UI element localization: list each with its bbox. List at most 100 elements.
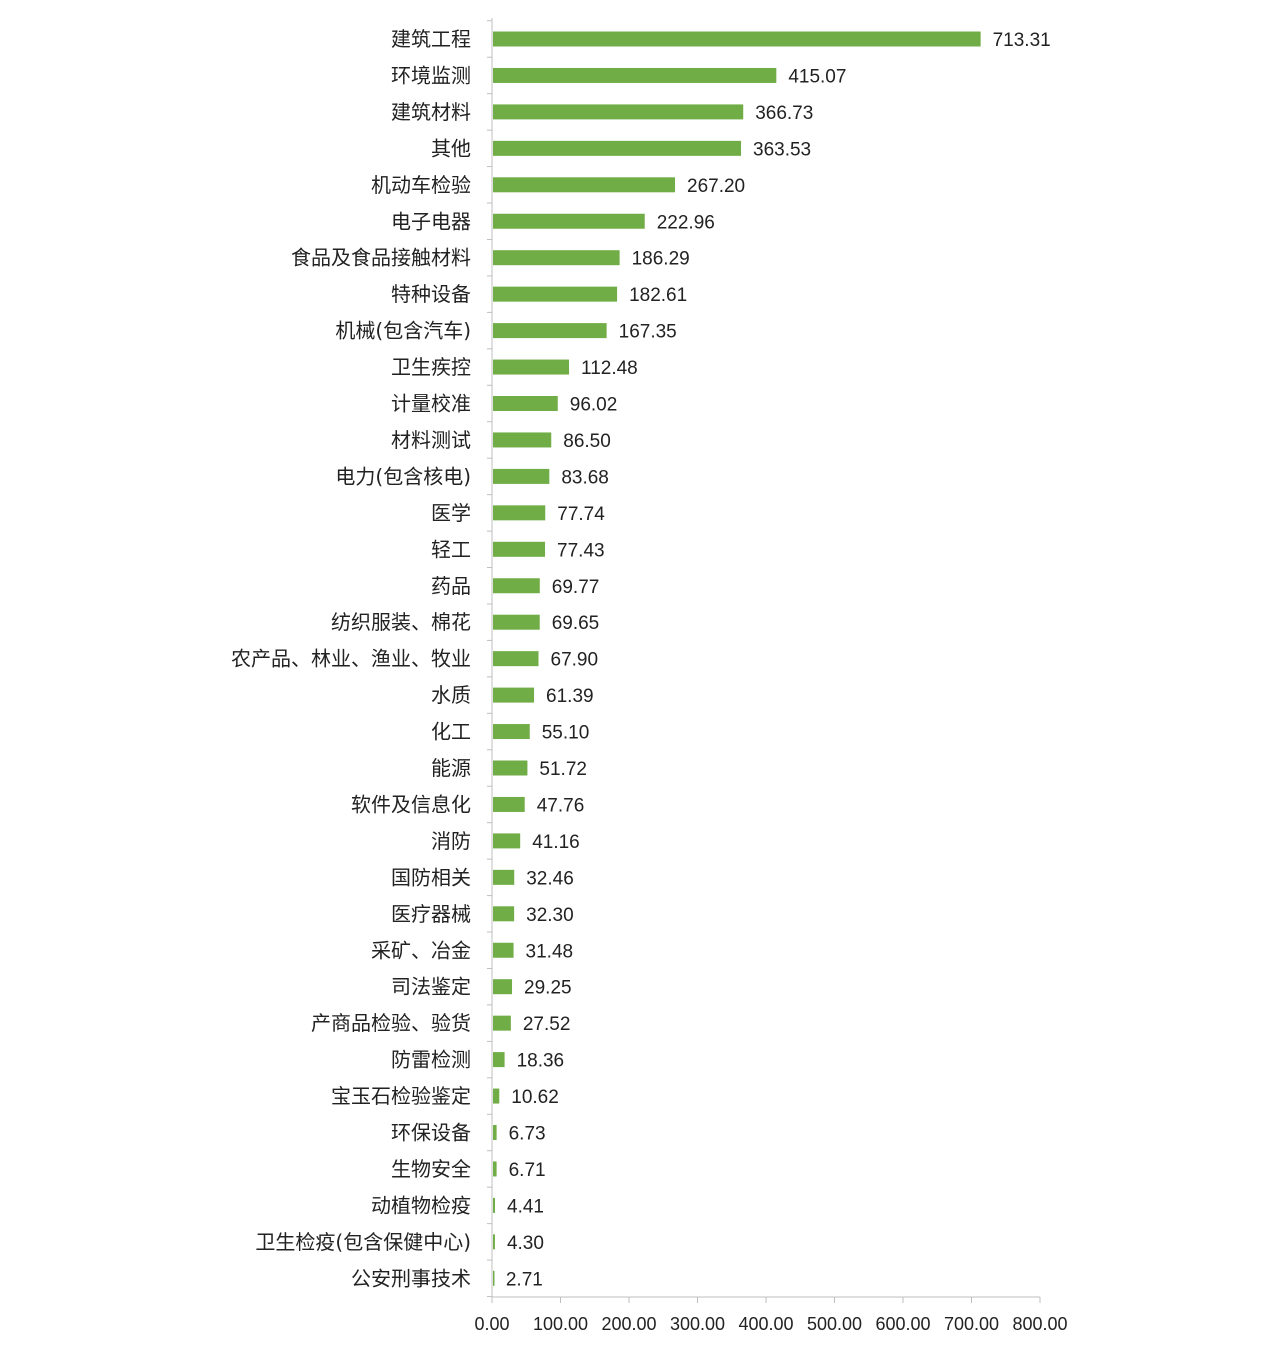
category-label: 宝玉石检验鉴定 — [331, 1084, 471, 1108]
bar — [493, 1234, 495, 1250]
category-label: 消防 — [431, 829, 471, 853]
bar — [493, 432, 552, 448]
data-label: 96.02 — [570, 395, 618, 416]
category-label: 公安刑事技术 — [351, 1266, 471, 1290]
category-label: 机动车检验 — [371, 173, 471, 197]
category-label: 农产品、林业、渔业、牧业 — [231, 647, 471, 671]
bar — [493, 614, 540, 630]
axes-group: 0.00 100.00 200.00 300.00 400.00 500.00 600.00… — [474, 18, 1068, 1334]
data-label: 31.48 — [526, 941, 574, 962]
data-label: 69.77 — [552, 577, 600, 598]
data-label: 415.07 — [788, 66, 846, 87]
x-tick-label: 700.00 — [944, 1314, 999, 1334]
category-label: 环保设备 — [391, 1121, 471, 1145]
bar — [493, 760, 528, 776]
value-labels-group: 713.31 415.07 366.73 363.53 267.20 222.96 186.… — [506, 30, 1051, 1290]
data-label: 10.62 — [511, 1087, 559, 1108]
category-label: 电力(包含核电) — [335, 464, 471, 488]
category-label: 化工 — [431, 720, 471, 744]
data-label: 29.25 — [524, 978, 572, 999]
bar — [493, 1161, 497, 1177]
data-label: 18.36 — [517, 1051, 565, 1072]
bar — [493, 541, 546, 557]
data-label: 86.50 — [563, 431, 611, 452]
data-label: 112.48 — [581, 358, 638, 379]
data-label: 51.72 — [539, 759, 587, 780]
data-label: 182.61 — [629, 285, 687, 306]
category-label: 其他 — [431, 136, 471, 160]
category-label: 药品 — [431, 574, 471, 598]
category-label: 采矿、冶金 — [371, 938, 471, 962]
category-label: 建筑工程 — [391, 27, 471, 51]
bar — [493, 31, 981, 47]
data-label: 27.52 — [523, 1014, 571, 1035]
data-label: 32.30 — [526, 905, 574, 926]
bar — [493, 468, 550, 484]
x-tick-label: 100.00 — [533, 1314, 588, 1334]
bars-group — [493, 31, 981, 1286]
category-label: 材料测试 — [391, 428, 471, 452]
bar — [493, 140, 742, 156]
data-label: 366.73 — [755, 103, 813, 124]
category-label: 卫生疾控 — [391, 355, 471, 379]
x-tick-label: 0.00 — [474, 1314, 509, 1334]
bar — [493, 979, 513, 995]
category-label: 轻工 — [431, 537, 471, 561]
bar — [493, 250, 620, 266]
bar — [493, 796, 525, 812]
data-label: 67.90 — [551, 650, 599, 671]
data-label: 4.30 — [507, 1233, 544, 1254]
data-label: 47.76 — [537, 795, 585, 816]
category-label: 水质 — [431, 683, 471, 707]
category-label: 司法鉴定 — [391, 975, 471, 999]
data-label: 32.46 — [526, 868, 574, 889]
data-label: 77.43 — [557, 540, 605, 561]
bar — [493, 286, 618, 302]
bar — [493, 833, 521, 849]
category-label: 建筑材料 — [391, 100, 471, 124]
x-tick-label: 300.00 — [670, 1314, 725, 1334]
data-label: 363.53 — [753, 139, 811, 160]
x-tick-label: 200.00 — [601, 1314, 656, 1334]
category-labels-group: 建筑工程环境监测建筑材料其他机动车检验电子电器食品及食品接触材料特种设备机械(包… — [231, 27, 471, 1290]
data-label: 2.71 — [506, 1269, 543, 1290]
data-label: 713.31 — [993, 30, 1051, 51]
data-label: 41.16 — [532, 832, 580, 853]
bar — [493, 323, 607, 339]
data-label: 55.10 — [542, 723, 590, 744]
bar — [493, 687, 535, 703]
x-tick-label: 600.00 — [875, 1314, 930, 1334]
category-label: 能源 — [431, 756, 471, 780]
x-tick-label: 500.00 — [807, 1314, 862, 1334]
bar — [493, 359, 570, 375]
data-label: 6.73 — [509, 1124, 546, 1145]
data-label: 6.71 — [509, 1160, 546, 1181]
bar — [493, 906, 515, 922]
x-tick-label: 400.00 — [738, 1314, 793, 1334]
x-tick-label: 800.00 — [1012, 1314, 1067, 1334]
category-label: 环境监测 — [391, 63, 471, 87]
bar — [493, 213, 645, 229]
bar — [493, 942, 514, 958]
category-label: 防雷检测 — [391, 1048, 471, 1072]
data-label: 167.35 — [619, 322, 677, 343]
category-label: 软件及信息化 — [351, 792, 471, 816]
bar — [493, 1088, 500, 1104]
bar — [493, 104, 744, 120]
bar — [493, 578, 540, 594]
bar — [493, 505, 546, 521]
bar — [493, 177, 676, 193]
bar — [493, 1052, 505, 1068]
bar — [493, 651, 539, 667]
category-label: 生物安全 — [391, 1157, 471, 1181]
bar — [493, 396, 558, 411]
category-label: 动植物检疫 — [371, 1193, 471, 1217]
category-label: 纺织服装、棉花 — [331, 610, 471, 634]
category-label: 医学 — [431, 501, 471, 525]
category-label: 产商品检验、验货 — [311, 1011, 471, 1035]
bar — [493, 869, 515, 885]
data-label: 61.39 — [546, 686, 594, 707]
data-label: 69.65 — [552, 613, 600, 634]
category-label: 医疗器械 — [391, 902, 471, 926]
